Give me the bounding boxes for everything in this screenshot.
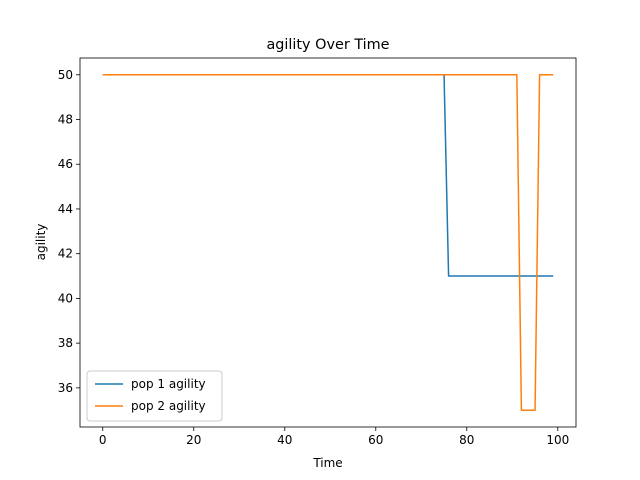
x-tick-label: 100 (546, 433, 569, 447)
x-tick-label: 40 (277, 433, 292, 447)
x-tick-label: 80 (459, 433, 474, 447)
y-axis-label: agility (34, 224, 48, 261)
legend-label-2: pop 2 agility (131, 399, 206, 413)
plot-area: 0 20 40 60 80 100 36 38 40 42 44 46 48 50 (58, 57, 577, 447)
y-tick-label: 40 (58, 291, 73, 305)
chart-title: agility Over Time (266, 37, 389, 53)
y-tick-label: 38 (58, 336, 73, 350)
legend-label-1: pop 1 agility (131, 377, 206, 391)
y-tick-label: 46 (58, 157, 73, 171)
series-line-2 (102, 74, 554, 411)
x-axis-label: Time (312, 456, 342, 470)
x-tick-label: 0 (99, 433, 107, 447)
y-tick-label: 48 (58, 113, 73, 127)
x-tick-label: 60 (368, 433, 383, 447)
y-tick-label: 36 (58, 381, 73, 395)
y-tick-label: 42 (58, 247, 73, 261)
x-tick-label: 20 (186, 433, 201, 447)
y-tick-label: 50 (58, 68, 73, 82)
legend: pop 1 agility pop 2 agility (86, 370, 223, 422)
axes-frame (79, 57, 577, 428)
y-tick-label: 44 (58, 202, 73, 216)
